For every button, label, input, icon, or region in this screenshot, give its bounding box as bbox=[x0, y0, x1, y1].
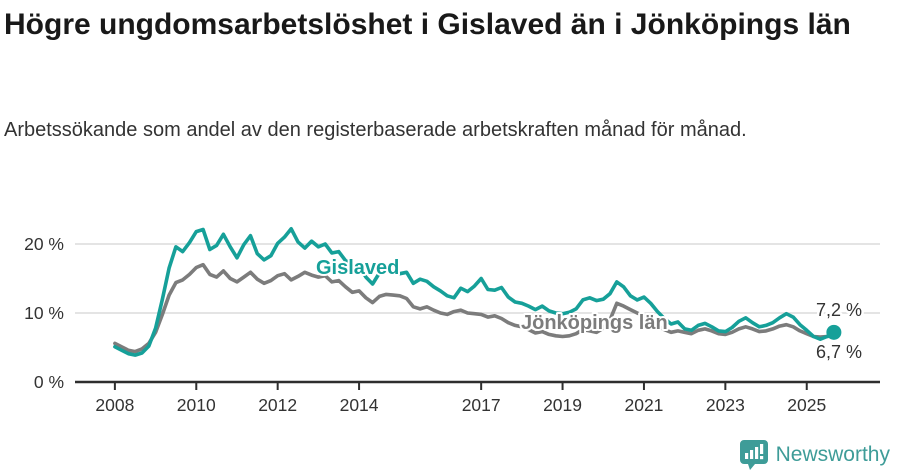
series-line-j-nk-pings-l-n bbox=[113, 262, 836, 354]
newsworthy-pin-barchart-icon bbox=[739, 440, 768, 470]
x-tick-label-2014: 2014 bbox=[340, 395, 379, 415]
x-tick-label-2017: 2017 bbox=[462, 395, 501, 415]
series-label-gislaved: Gislaved bbox=[316, 257, 399, 279]
x-tick-label-2021: 2021 bbox=[624, 395, 663, 415]
x-tick-label-2010: 2010 bbox=[177, 395, 216, 415]
newsworthy-brand-text: Newsworthy bbox=[775, 442, 890, 466]
x-tick-label-2025: 2025 bbox=[787, 395, 826, 415]
x-axis: 2008 2010 2012 2014 2017 2019 2021 2023 2025 bbox=[75, 380, 880, 415]
exclamation-dot bbox=[759, 456, 763, 460]
x-tick-label-2012: 2012 bbox=[258, 395, 297, 415]
x-tick-label-2008: 2008 bbox=[95, 395, 134, 415]
pin-shape bbox=[739, 440, 768, 470]
bar-1 bbox=[744, 453, 748, 459]
series-label-jonkopings-lan: Jönköpings län bbox=[521, 312, 668, 334]
x-tick-label-2019: 2019 bbox=[543, 395, 582, 415]
y-tick-label-10: 10 % bbox=[24, 303, 64, 323]
y-tick-label-20: 20 % bbox=[24, 234, 64, 254]
chart-subtitle: Arbetssökande som andel av den registerb… bbox=[4, 119, 747, 141]
series-line-gislaved bbox=[113, 227, 836, 357]
end-value-label-jonkopings-lan: 6,7 % bbox=[816, 342, 862, 362]
x-tick-label-2023: 2023 bbox=[706, 395, 745, 415]
end-value-label-gislaved: 7,2 % bbox=[816, 300, 862, 320]
end-dot-gislaved bbox=[826, 324, 842, 340]
bar-2 bbox=[749, 450, 753, 459]
y-tick-label-0: 0 % bbox=[34, 372, 64, 392]
page-title: Högre ungdomsarbetslöshet i Gislaved än … bbox=[4, 8, 851, 41]
exclamation-stem bbox=[759, 444, 763, 454]
series-lines bbox=[113, 227, 842, 357]
newsworthy-branding: Newsworthy bbox=[739, 439, 890, 470]
bar-3 bbox=[754, 447, 758, 459]
